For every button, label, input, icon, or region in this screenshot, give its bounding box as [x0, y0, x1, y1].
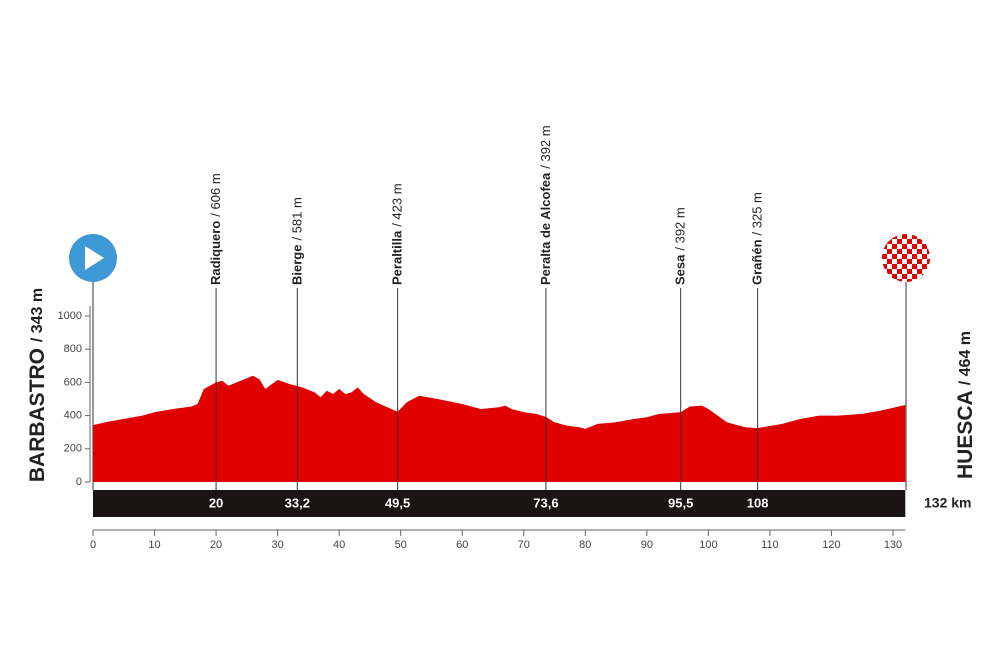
x-tick-label: 70 — [518, 539, 530, 551]
waypoint-name: Peraltilla — [390, 230, 405, 285]
waypoint-label: Peralta de Alcofea / 392 m — [538, 125, 553, 285]
waypoint-elevation: / 581 m — [290, 197, 305, 240]
x-tick-label: 40 — [333, 539, 345, 551]
x-tick-label: 50 — [395, 539, 407, 551]
waypoint-label: Sesa / 392 m — [673, 207, 688, 285]
y-tick-label: 400 — [64, 410, 82, 422]
waypoint-elevation: / 606 m — [209, 173, 224, 216]
x-tick-label: 90 — [641, 539, 653, 551]
waypoint-label: Radiquero / 606 m — [209, 173, 224, 285]
waypoint-elevation: / 392 m — [673, 207, 688, 250]
y-tick-label: 1000 — [58, 310, 82, 322]
start-name: BARBASTRO — [26, 348, 49, 482]
waypoint-km: 49,5 — [385, 495, 410, 510]
waypoint-name: Sesa — [673, 254, 688, 285]
waypoint-elevation: / 325 m — [750, 192, 765, 235]
waypoint-km: 95,5 — [668, 495, 693, 510]
waypoint-name: Radiquero — [209, 221, 224, 285]
waypoint-name: Bierge — [290, 245, 305, 285]
x-tick-label: 120 — [822, 539, 840, 551]
waypoint-name: Grañén — [750, 239, 765, 285]
finish-name: HUESCA — [954, 390, 977, 479]
y-tick-label: 0 — [76, 476, 82, 488]
finish-icon — [882, 234, 930, 490]
finish-distance: 132 km — [924, 495, 971, 511]
x-tick-label: 80 — [579, 539, 591, 551]
elevation-area — [93, 375, 906, 482]
y-tick-label: 600 — [64, 376, 82, 388]
waypoint-label: Peraltilla / 423 m — [390, 183, 405, 285]
x-tick-label: 20 — [210, 539, 222, 551]
finish-elevation: / 464 m — [957, 331, 974, 385]
x-tick-label: 110 — [761, 539, 779, 551]
x-tick-label: 130 — [884, 539, 902, 551]
waypoint-km: 73,6 — [533, 495, 558, 510]
waypoint-name: Peralta de Alcofea — [538, 172, 553, 285]
waypoint-km: 20 — [209, 495, 223, 510]
x-tick-label: 30 — [271, 539, 283, 551]
y-tick-label: 200 — [64, 443, 82, 455]
waypoint-km: 33,2 — [285, 495, 310, 510]
waypoint-label: Grañén / 325 m — [750, 192, 765, 285]
y-tick-label: 800 — [64, 343, 82, 355]
waypoint-elevation: / 392 m — [538, 125, 553, 168]
distance-bar — [93, 490, 906, 517]
x-tick-label: 100 — [699, 539, 717, 551]
finish-label: HUESCA / 464 m — [954, 331, 977, 479]
waypoint-label: Bierge / 581 m — [290, 197, 305, 285]
x-tick-label: 10 — [148, 539, 160, 551]
waypoint-elevation: / 423 m — [390, 183, 405, 226]
x-tick-label: 60 — [456, 539, 468, 551]
waypoint-km: 108 — [747, 495, 769, 510]
x-tick-label: 0 — [90, 539, 96, 551]
start-elevation: / 343 m — [29, 288, 46, 342]
start-label: BARBASTRO / 343 m — [26, 288, 49, 482]
